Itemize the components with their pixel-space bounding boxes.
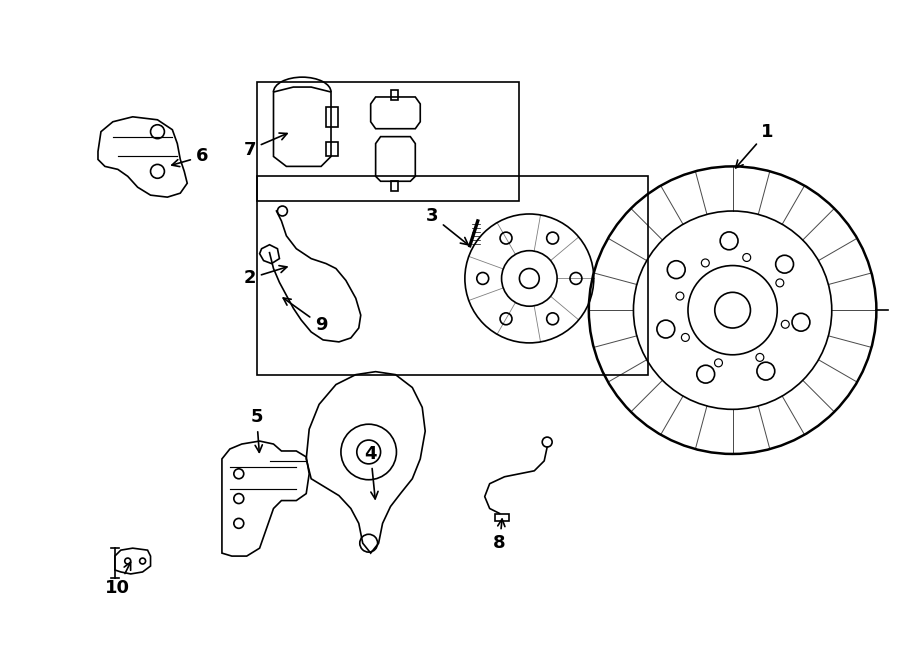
Text: 2: 2 <box>243 266 287 288</box>
Text: 10: 10 <box>105 563 130 597</box>
Text: 7: 7 <box>243 133 287 159</box>
Bar <box>391 181 399 191</box>
Bar <box>326 107 338 127</box>
Text: 6: 6 <box>172 147 209 167</box>
Bar <box>256 176 648 375</box>
Bar <box>326 141 338 157</box>
Text: 8: 8 <box>493 519 506 552</box>
Text: 1: 1 <box>735 123 774 168</box>
Text: 3: 3 <box>426 207 468 245</box>
Bar <box>391 90 399 100</box>
Bar <box>256 82 519 201</box>
Text: 5: 5 <box>250 408 263 452</box>
Text: 9: 9 <box>284 298 328 334</box>
Text: 4: 4 <box>364 445 378 499</box>
